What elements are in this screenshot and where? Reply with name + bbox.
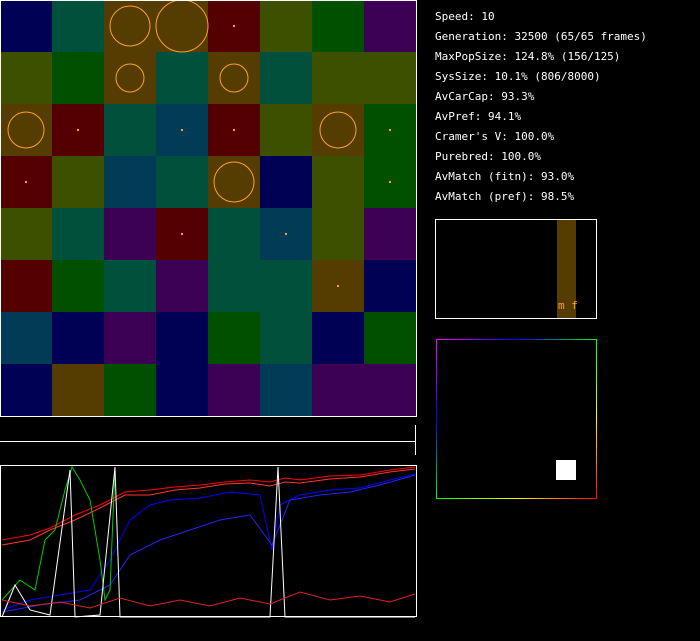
cell [156, 364, 208, 416]
individual [25, 181, 27, 183]
cell [260, 260, 312, 312]
cell [52, 52, 104, 104]
stat-line: AvMatch (pref): 98.5% [435, 190, 574, 203]
cell [260, 312, 312, 364]
cell [312, 312, 364, 364]
cell [312, 104, 364, 156]
cell [208, 156, 260, 208]
plot-line [1, 466, 416, 541]
population [319, 111, 357, 149]
stat-line: Speed: 10 [435, 10, 495, 23]
individual [181, 233, 183, 235]
individual [285, 233, 287, 235]
stats: Speed: 10 Generation: 32500 (65/65 frames… [435, 10, 647, 203]
population [7, 111, 45, 149]
individual [233, 25, 235, 27]
cell [208, 52, 260, 104]
preference-marker [556, 460, 576, 480]
cell [0, 364, 52, 416]
cell [364, 364, 416, 416]
stat-line: Cramer's V: 100.0% [435, 130, 555, 143]
cell [156, 156, 208, 208]
cell [0, 312, 52, 364]
individual [233, 129, 235, 131]
individual [337, 285, 339, 287]
cell [364, 52, 416, 104]
cell [52, 208, 104, 260]
population [155, 0, 209, 53]
individual [77, 129, 79, 131]
cell [104, 208, 156, 260]
plot-line [1, 474, 416, 613]
population [219, 63, 249, 93]
cell [0, 208, 52, 260]
cell [208, 364, 260, 416]
population [213, 161, 255, 203]
individual [389, 129, 391, 131]
cell [364, 208, 416, 260]
plot-line [1, 468, 416, 546]
cell [104, 312, 156, 364]
cell [260, 104, 312, 156]
plot-line [1, 591, 416, 609]
population [115, 63, 145, 93]
history-plot [0, 465, 417, 617]
cell [156, 52, 208, 104]
cell [52, 0, 104, 52]
plot-line [1, 466, 415, 618]
cell [364, 0, 416, 52]
cell [52, 260, 104, 312]
cell [52, 312, 104, 364]
cell [208, 208, 260, 260]
cell [0, 104, 52, 156]
cell [104, 52, 156, 104]
cell [364, 312, 416, 364]
cell [260, 52, 312, 104]
stat-line: SysSize: 10.1% (806/8000) [435, 70, 601, 83]
cell [312, 364, 364, 416]
cell [312, 156, 364, 208]
cell [104, 0, 156, 52]
world-grid [0, 0, 416, 416]
cell [156, 260, 208, 312]
cell [260, 156, 312, 208]
cell [156, 0, 208, 52]
cell [312, 52, 364, 104]
plot-lines [1, 465, 416, 618]
histogram-bar [557, 220, 576, 318]
individual [389, 181, 391, 183]
stat-line: AvPref: 94.1% [435, 110, 521, 123]
individual [181, 129, 183, 131]
stat-line: AvMatch (fitn): 93.0% [435, 170, 574, 183]
plot-line [1, 465, 116, 602]
cell [208, 312, 260, 364]
cell [364, 260, 416, 312]
cell [0, 52, 52, 104]
stat-line: MaxPopSize: 124.8% (156/125) [435, 50, 620, 63]
cell [104, 260, 156, 312]
stat-line: AvCarCap: 93.3% [435, 90, 535, 103]
grid-border [0, 0, 417, 417]
plot-line [1, 473, 416, 611]
cell [260, 364, 312, 416]
cell [312, 208, 364, 260]
histogram-label: m f [558, 299, 578, 312]
cell [52, 364, 104, 416]
cell [52, 156, 104, 208]
cell [208, 260, 260, 312]
stat-line: Purebred: 100.0% [435, 150, 541, 163]
cell [104, 364, 156, 416]
cell [0, 0, 52, 52]
stat-line: Generation: 32500 (65/65 frames) [435, 30, 647, 43]
cell [104, 104, 156, 156]
cell [156, 312, 208, 364]
cell [260, 0, 312, 52]
cell [312, 0, 364, 52]
population [109, 5, 151, 47]
cell [0, 260, 52, 312]
cell [104, 156, 156, 208]
preference-box [436, 339, 597, 499]
